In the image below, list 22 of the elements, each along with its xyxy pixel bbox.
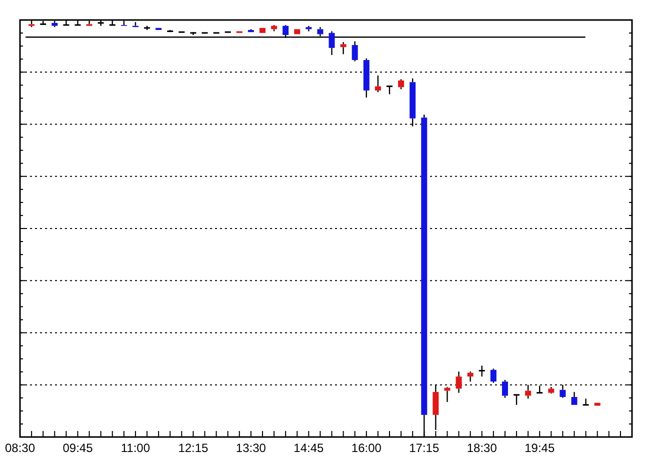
x-tick-label: 12:15 <box>178 441 209 455</box>
x-tick-label: 19:45 <box>524 441 555 455</box>
candlestick <box>259 28 266 33</box>
x-tick-label: 09:45 <box>62 441 94 455</box>
x-tick-label: 13:30 <box>236 441 266 455</box>
candlestick <box>340 42 346 55</box>
x-tick-label: 08:30 <box>4 441 36 455</box>
candlestick <box>271 24 278 32</box>
candlestick <box>156 28 162 30</box>
candlestick <box>571 391 578 405</box>
x-tick-label: 17:15 <box>409 441 440 455</box>
candlestick <box>582 398 590 406</box>
x-tick-label: 16:00 <box>351 441 382 455</box>
candlestick <box>512 394 520 406</box>
x-tick-label: 18:30 <box>466 441 498 455</box>
candlestick <box>490 368 496 384</box>
candlestick <box>248 28 254 32</box>
candlestick <box>294 29 300 34</box>
candlestick <box>467 370 474 382</box>
x-tick-label: 14:45 <box>294 441 324 455</box>
candlestick <box>306 25 312 32</box>
x-tick-label: 11:00 <box>120 441 150 455</box>
